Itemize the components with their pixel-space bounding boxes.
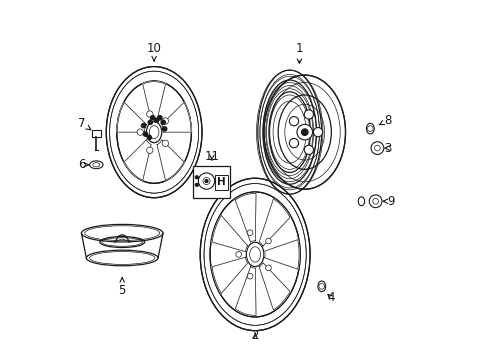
Ellipse shape	[358, 197, 364, 206]
Circle shape	[318, 283, 324, 289]
Circle shape	[289, 139, 298, 148]
Ellipse shape	[117, 81, 191, 183]
Polygon shape	[157, 140, 183, 180]
FancyBboxPatch shape	[215, 175, 227, 190]
Circle shape	[146, 147, 153, 153]
Circle shape	[150, 116, 155, 120]
Circle shape	[158, 116, 162, 120]
FancyBboxPatch shape	[92, 130, 101, 137]
Circle shape	[143, 132, 147, 136]
Circle shape	[137, 129, 143, 135]
Polygon shape	[212, 257, 247, 293]
Polygon shape	[259, 263, 289, 310]
Circle shape	[247, 273, 252, 279]
Circle shape	[296, 124, 312, 140]
Circle shape	[154, 118, 158, 122]
Polygon shape	[264, 240, 299, 269]
Text: 3: 3	[384, 141, 391, 154]
Ellipse shape	[366, 123, 373, 134]
Circle shape	[204, 180, 207, 183]
Circle shape	[198, 173, 214, 189]
Polygon shape	[235, 193, 256, 242]
Text: 9: 9	[383, 195, 394, 208]
Text: 7: 7	[78, 117, 91, 130]
Circle shape	[372, 198, 378, 204]
Ellipse shape	[200, 178, 309, 330]
Circle shape	[195, 184, 198, 186]
Circle shape	[141, 123, 145, 128]
Circle shape	[265, 265, 271, 271]
Circle shape	[235, 252, 241, 257]
Circle shape	[148, 120, 152, 125]
Circle shape	[374, 145, 380, 151]
Text: 6: 6	[78, 158, 88, 171]
Circle shape	[147, 135, 151, 140]
Circle shape	[301, 129, 307, 135]
Circle shape	[195, 176, 198, 179]
Circle shape	[203, 177, 210, 185]
Bar	[193, 166, 230, 198]
Circle shape	[367, 126, 372, 131]
Circle shape	[368, 195, 381, 208]
Text: 2: 2	[251, 329, 258, 342]
Text: 4: 4	[327, 291, 334, 304]
Circle shape	[162, 118, 168, 124]
Ellipse shape	[317, 281, 325, 292]
Polygon shape	[259, 199, 289, 246]
Ellipse shape	[89, 161, 103, 168]
Ellipse shape	[264, 75, 345, 189]
Circle shape	[146, 111, 153, 117]
Circle shape	[289, 117, 298, 126]
Circle shape	[265, 238, 271, 244]
Polygon shape	[142, 82, 165, 120]
Polygon shape	[117, 103, 146, 132]
Polygon shape	[212, 216, 247, 252]
Ellipse shape	[106, 67, 202, 198]
Circle shape	[313, 127, 322, 137]
Text: 10: 10	[146, 42, 161, 61]
Text: H: H	[217, 177, 225, 188]
Polygon shape	[235, 267, 256, 315]
Circle shape	[161, 120, 165, 125]
Polygon shape	[162, 103, 191, 132]
Ellipse shape	[93, 163, 100, 167]
Text: 8: 8	[378, 114, 391, 127]
Text: 5: 5	[118, 278, 125, 297]
Circle shape	[304, 145, 313, 154]
Circle shape	[370, 142, 383, 154]
Circle shape	[162, 127, 166, 131]
Circle shape	[162, 140, 168, 147]
Text: 11: 11	[204, 150, 219, 163]
Circle shape	[304, 110, 313, 119]
Circle shape	[247, 230, 252, 235]
Text: 1: 1	[295, 42, 303, 63]
Polygon shape	[124, 140, 151, 180]
